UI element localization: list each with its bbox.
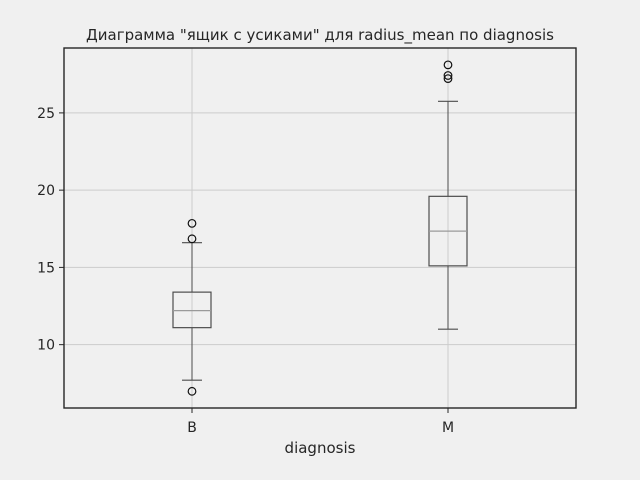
box-iqr <box>172 291 212 329</box>
chart-title: Диаграмма "ящик с усиками" для radius_me… <box>86 26 554 45</box>
box-group-B <box>172 218 212 396</box>
x-tick-label: B <box>187 420 197 436</box>
y-tick-label: 20 <box>37 183 55 199</box>
y-tick-label: 10 <box>37 338 55 354</box>
boxes <box>172 60 468 396</box>
outlier-point <box>443 60 453 70</box>
plot-frame <box>63 47 577 409</box>
x-axis-label: diagnosis <box>285 439 356 457</box>
outlier-point <box>443 74 453 83</box>
y-tick-label: 15 <box>37 260 55 276</box>
outlier-point <box>187 234 197 244</box>
outlier-point <box>187 386 197 396</box>
outlier-point <box>187 218 197 228</box>
plot-area <box>64 48 576 408</box>
y-axis-ticks: 10 15 20 25 <box>37 106 64 354</box>
y-tick-label: 25 <box>37 106 55 122</box>
box-group-M <box>428 60 468 330</box>
outlier-point <box>443 71 453 80</box>
x-tick-label: M <box>442 420 454 436</box>
